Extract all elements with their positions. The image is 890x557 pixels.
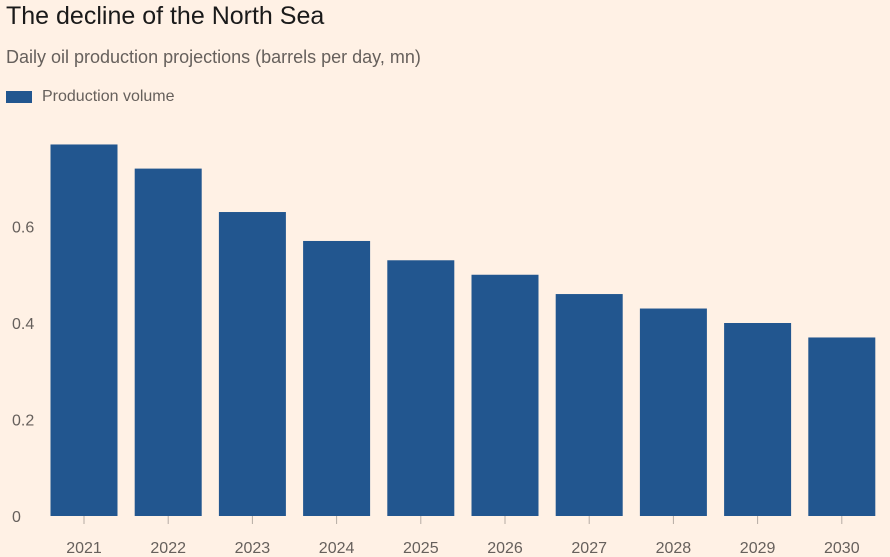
x-tick-label: 2029 [740, 540, 776, 557]
x-tick-label: 2030 [824, 540, 860, 557]
legend-label: Production volume [42, 88, 175, 105]
bar-2021 [50, 144, 118, 516]
bar-2022 [134, 168, 202, 516]
x-axis: 2021 2022 2023 2024 2025 2026 2027 2028 2029 2030 [66, 516, 860, 557]
chart-title: The decline of the North Sea [6, 2, 325, 30]
x-tick-label: 2024 [319, 540, 355, 557]
legend: Production volume [6, 88, 175, 106]
bar-2030 [808, 337, 876, 516]
bar-2026 [471, 274, 539, 516]
y-tick-label: 0.6 [12, 220, 34, 237]
bar-2027 [555, 294, 623, 516]
x-tick-label: 2021 [66, 540, 102, 557]
x-tick-label: 2026 [487, 540, 523, 557]
bar-2025 [387, 260, 455, 516]
chart-subtitle: Daily oil production projections (barrel… [6, 47, 421, 67]
bar-2029 [724, 323, 792, 516]
x-tick-label: 2023 [235, 540, 271, 557]
y-tick-label: 0.4 [12, 316, 34, 333]
y-tick-label: 0.2 [12, 413, 34, 430]
bar-2024 [303, 240, 371, 516]
x-tick-label: 2022 [150, 540, 186, 557]
x-tick-label: 2027 [571, 540, 607, 557]
x-tick-label: 2028 [656, 540, 692, 557]
bar-2023 [218, 212, 286, 516]
bar-2028 [639, 308, 707, 516]
y-tick-label: 0 [12, 509, 21, 526]
y-axis: 0 0.2 0.4 0.6 [12, 220, 34, 527]
bars [50, 144, 876, 516]
x-tick-label: 2025 [403, 540, 439, 557]
legend-swatch [6, 91, 32, 103]
